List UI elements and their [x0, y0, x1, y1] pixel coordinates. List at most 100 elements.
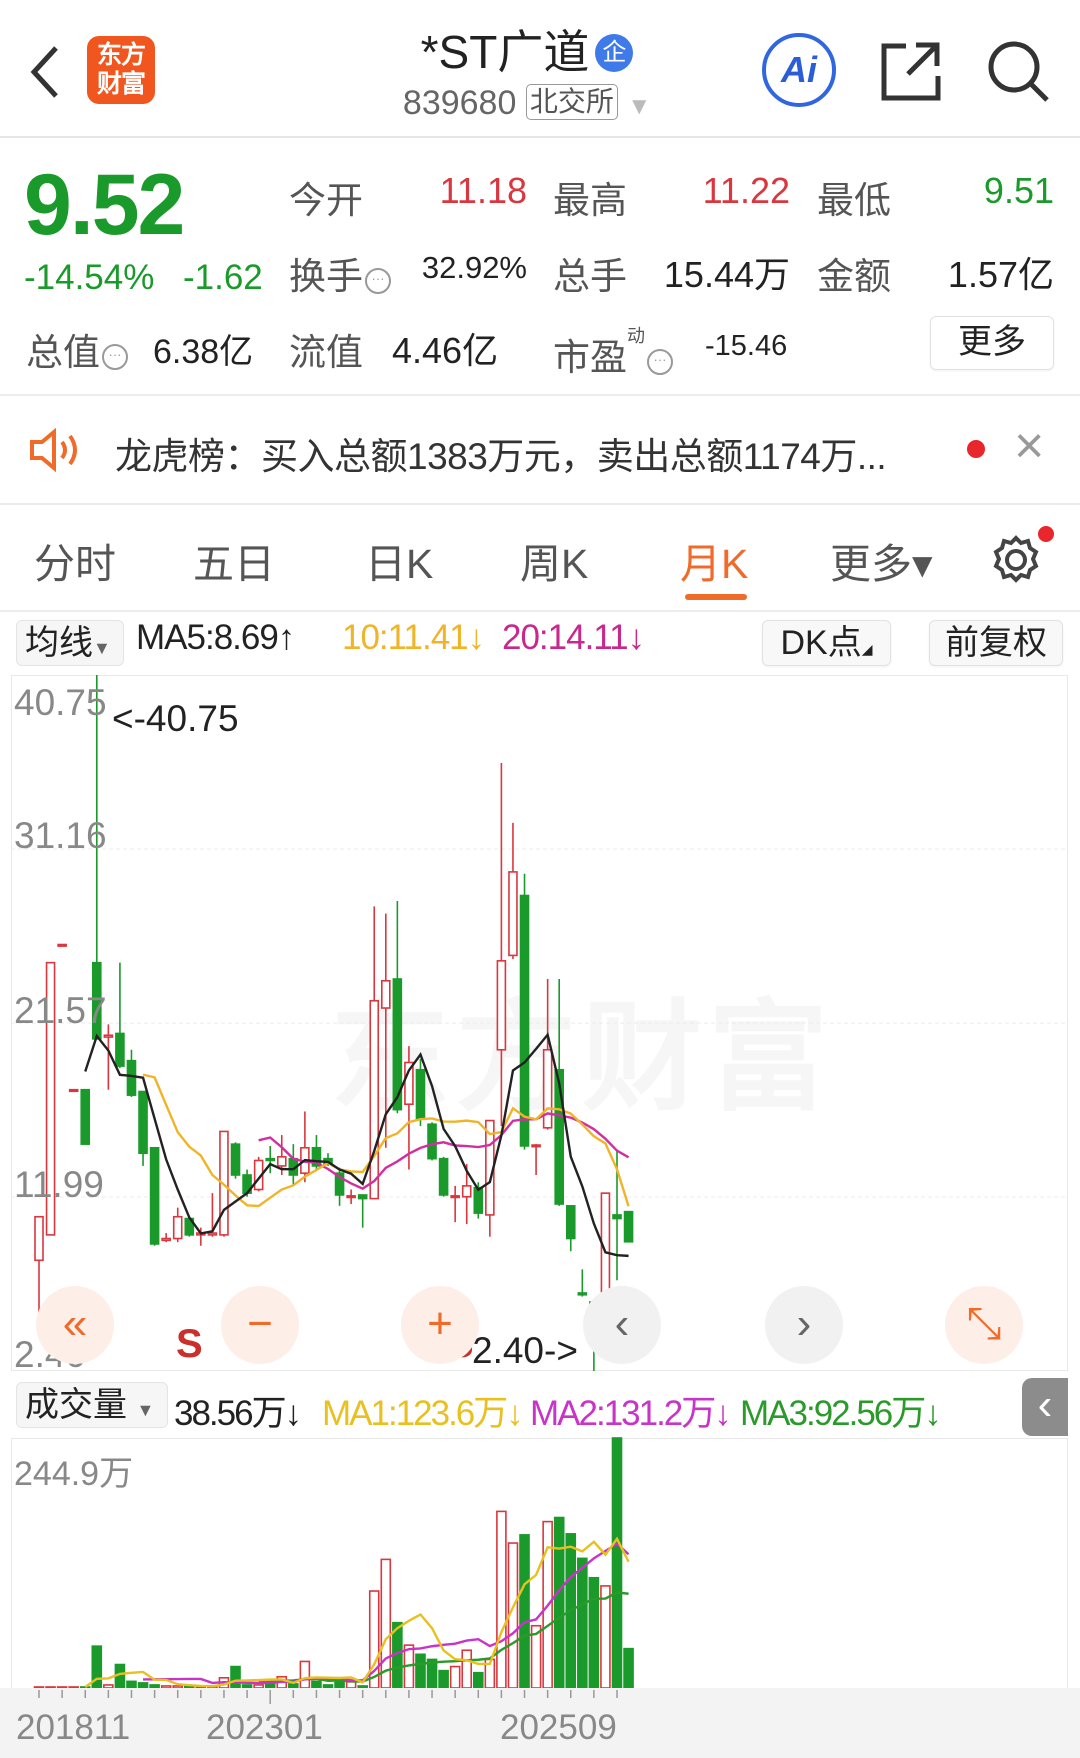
dk-point-button[interactable]: DK点◢: [762, 620, 891, 666]
candle-body: [473, 1186, 484, 1214]
volume-bar: [588, 1576, 600, 1689]
high-value: 11.22: [702, 170, 790, 211]
share-icon[interactable]: [880, 40, 942, 102]
tab-five-day[interactable]: 五日: [193, 541, 275, 587]
ma20-line: [258, 1112, 630, 1191]
active-tab-indicator: [685, 594, 747, 600]
x-axis-ticks: [38, 1690, 618, 1704]
volume-bar: [230, 1665, 241, 1689]
candle-body: [496, 960, 507, 1051]
volume-bar: [415, 1653, 426, 1689]
back-chevron-icon[interactable]: [26, 44, 66, 100]
scroll-left-button[interactable]: ‹: [583, 1286, 661, 1364]
zoom-in-button[interactable]: +: [401, 1286, 479, 1364]
candle-body: [126, 1059, 137, 1096]
volume-bar: [160, 1685, 172, 1689]
candle-body: [577, 1292, 588, 1296]
volume-bar: [368, 1590, 380, 1689]
candle-body: [207, 1232, 218, 1236]
min-price-marker: 2.40->: [472, 1330, 578, 1371]
collapse-panel-button[interactable]: ‹: [1022, 1378, 1068, 1436]
candle-body: [57, 943, 67, 947]
change-amount: -1.62: [183, 258, 263, 297]
speaker-icon: [30, 428, 77, 472]
tab-monthly-k[interactable]: 月K: [680, 541, 749, 587]
candle-body: [369, 999, 380, 1200]
candle-body: [103, 1034, 114, 1038]
candle-body: [427, 1123, 437, 1160]
stock-code-row[interactable]: 839680 北交所 ▼: [300, 84, 754, 123]
volume-label: 总手: [553, 256, 627, 297]
x-tick-label: 201811: [16, 1708, 131, 1747]
zoom-out-button[interactable]: −: [221, 1286, 299, 1364]
volume-value: 15.44万: [663, 254, 790, 295]
exchange-tag: 北交所: [525, 84, 618, 120]
close-notice-icon[interactable]: ×: [1014, 417, 1045, 475]
volume-bar: [126, 1680, 137, 1689]
candle-body: [519, 894, 530, 1147]
volume-indicator-select[interactable]: 成交量 ▼: [16, 1382, 168, 1428]
volume-chart[interactable]: [11, 1437, 1068, 1690]
ai-assistant-button[interactable]: Ai: [762, 33, 836, 107]
volume-bar: [553, 1516, 565, 1689]
volume-bar: [137, 1682, 149, 1689]
info-icon[interactable]: ···: [102, 344, 128, 370]
scroll-right-button[interactable]: ›: [765, 1286, 843, 1364]
candle-body: [68, 1088, 79, 1093]
volume-bar: [611, 1437, 623, 1689]
pe-value: -15.46: [705, 330, 788, 362]
info-icon[interactable]: ···: [647, 349, 673, 375]
low-label: 最低: [817, 180, 891, 221]
volume-bar: [519, 1534, 530, 1689]
tab-intraday[interactable]: 分时: [34, 541, 116, 587]
candle-body: [450, 1195, 460, 1199]
indicator-select[interactable]: 均线▼: [16, 620, 124, 666]
tab-more[interactable]: 更多▾: [830, 541, 933, 587]
volume-bar: [299, 1660, 311, 1689]
search-icon[interactable]: [985, 38, 1051, 104]
ma5-value: MA5:8.69↑: [136, 618, 295, 657]
y-tick-label: 21.57: [14, 990, 107, 1031]
ma10-value: 10:11.41↓: [342, 618, 485, 657]
amount-value: 1.57亿: [947, 254, 1054, 295]
volume-max-label: 244.9万: [14, 1455, 134, 1493]
candle-body: [45, 961, 56, 1236]
volume-chart-area[interactable]: [11, 1438, 1068, 1688]
top-nav-bar: [0, 0, 1080, 138]
vol-ma2-line: [143, 1542, 630, 1685]
vol-ma1-line: [84, 1536, 630, 1688]
tab-daily-k[interactable]: 日K: [365, 541, 434, 587]
volume-bar: [600, 1585, 611, 1689]
adjust-price-button[interactable]: 前复权: [929, 620, 1063, 666]
y-tick-label: 11.99: [14, 1164, 104, 1205]
dropdown-caret-icon: ▼: [136, 1400, 155, 1420]
turnover-value: 32.92%: [421, 250, 527, 285]
candle-body: [404, 1061, 414, 1106]
candle-body: [380, 980, 391, 1009]
settings-gear-icon[interactable]: [990, 530, 1046, 586]
vol-ma3-value: MA3:92.56万↓: [740, 1394, 942, 1433]
settings-badge-dot: [1038, 526, 1054, 542]
float-cap-value: 4.46亿: [392, 330, 499, 371]
tab-weekly-k[interactable]: 周K: [520, 541, 589, 587]
more-quote-button[interactable]: 更多: [930, 316, 1054, 370]
turnover-label: 换手 ···: [289, 246, 391, 300]
low-value: 9.51: [983, 170, 1054, 211]
ma10-line: [142, 1073, 630, 1208]
candle-body: [554, 1068, 565, 1205]
candle-body: [612, 1214, 622, 1220]
y-tick-label: 40.75: [14, 682, 107, 723]
fullscreen-expand-icon[interactable]: ⤡: [945, 1286, 1023, 1364]
x-tick-label: 202509: [500, 1708, 617, 1747]
candlestick-chart[interactable]: [11, 675, 1068, 1371]
info-icon[interactable]: ···: [365, 268, 391, 294]
app-logo[interactable]: 东方财富: [87, 36, 155, 104]
enterprise-badge-icon: 企: [595, 34, 634, 72]
vol-ma2-value: MA2:131.2万↓: [530, 1394, 732, 1433]
volume-bar: [496, 1510, 507, 1689]
jump-to-start-button[interactable]: «: [36, 1286, 114, 1364]
volume-bar: [577, 1557, 588, 1689]
candle-body: [415, 1068, 426, 1120]
dragon-tiger-notice[interactable]: 龙虎榜：买入总额1383万元，卖出总额1174万...: [115, 436, 887, 477]
divider: [0, 610, 1080, 612]
